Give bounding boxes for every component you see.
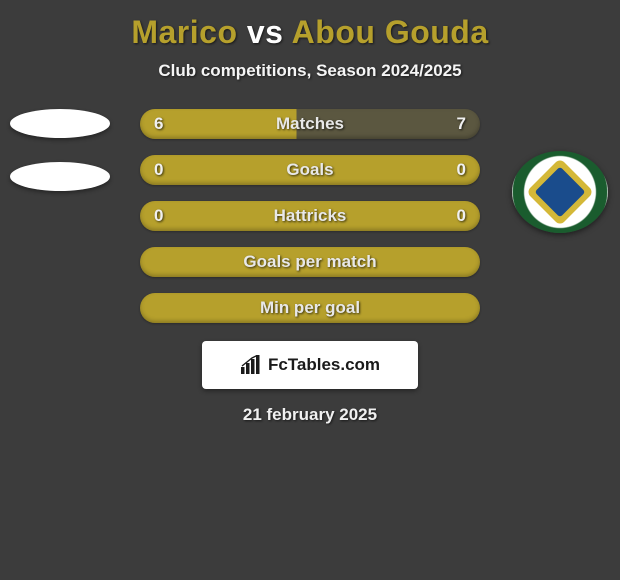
page-title: Marico vs Abou Gouda [0,0,620,51]
stat-label: Min per goal [260,298,360,318]
stat-right-value: 7 [457,114,466,134]
stat-label: Goals [286,160,333,180]
ellipse-icon [10,109,110,138]
title-left: Marico [131,14,237,50]
stat-label: Goals per match [243,252,376,272]
stat-left-value: 0 [154,160,163,180]
team-right-badge [510,151,610,233]
stat-left-value: 6 [154,114,163,134]
crest-icon [512,151,608,233]
brand-box[interactable]: FcTables.com [202,341,418,389]
stat-label: Hattricks [274,206,347,226]
stat-left-value: 0 [154,206,163,226]
brand-text: FcTables.com [268,355,380,375]
stat-row-gpm: Goals per match [140,247,480,277]
date-text: 21 february 2025 [0,405,620,425]
bars-icon [240,355,262,375]
stat-row-mpg: Min per goal [140,293,480,323]
stat-label: Matches [276,114,344,134]
content-area: 6 Matches 7 0 Goals 0 0 Hattricks 0 Goal… [0,109,620,425]
subtitle: Club competitions, Season 2024/2025 [0,61,620,81]
stat-right-value: 0 [457,160,466,180]
stat-bars: 6 Matches 7 0 Goals 0 0 Hattricks 0 Goal… [140,109,480,323]
title-vs: vs [237,14,291,50]
ellipse-icon [10,162,110,191]
team-left-badge [10,109,110,191]
stat-row-matches: 6 Matches 7 [140,109,480,139]
stat-right-value: 0 [457,206,466,226]
stat-row-hattricks: 0 Hattricks 0 [140,201,480,231]
stat-row-goals: 0 Goals 0 [140,155,480,185]
title-right: Abou Gouda [292,14,489,50]
